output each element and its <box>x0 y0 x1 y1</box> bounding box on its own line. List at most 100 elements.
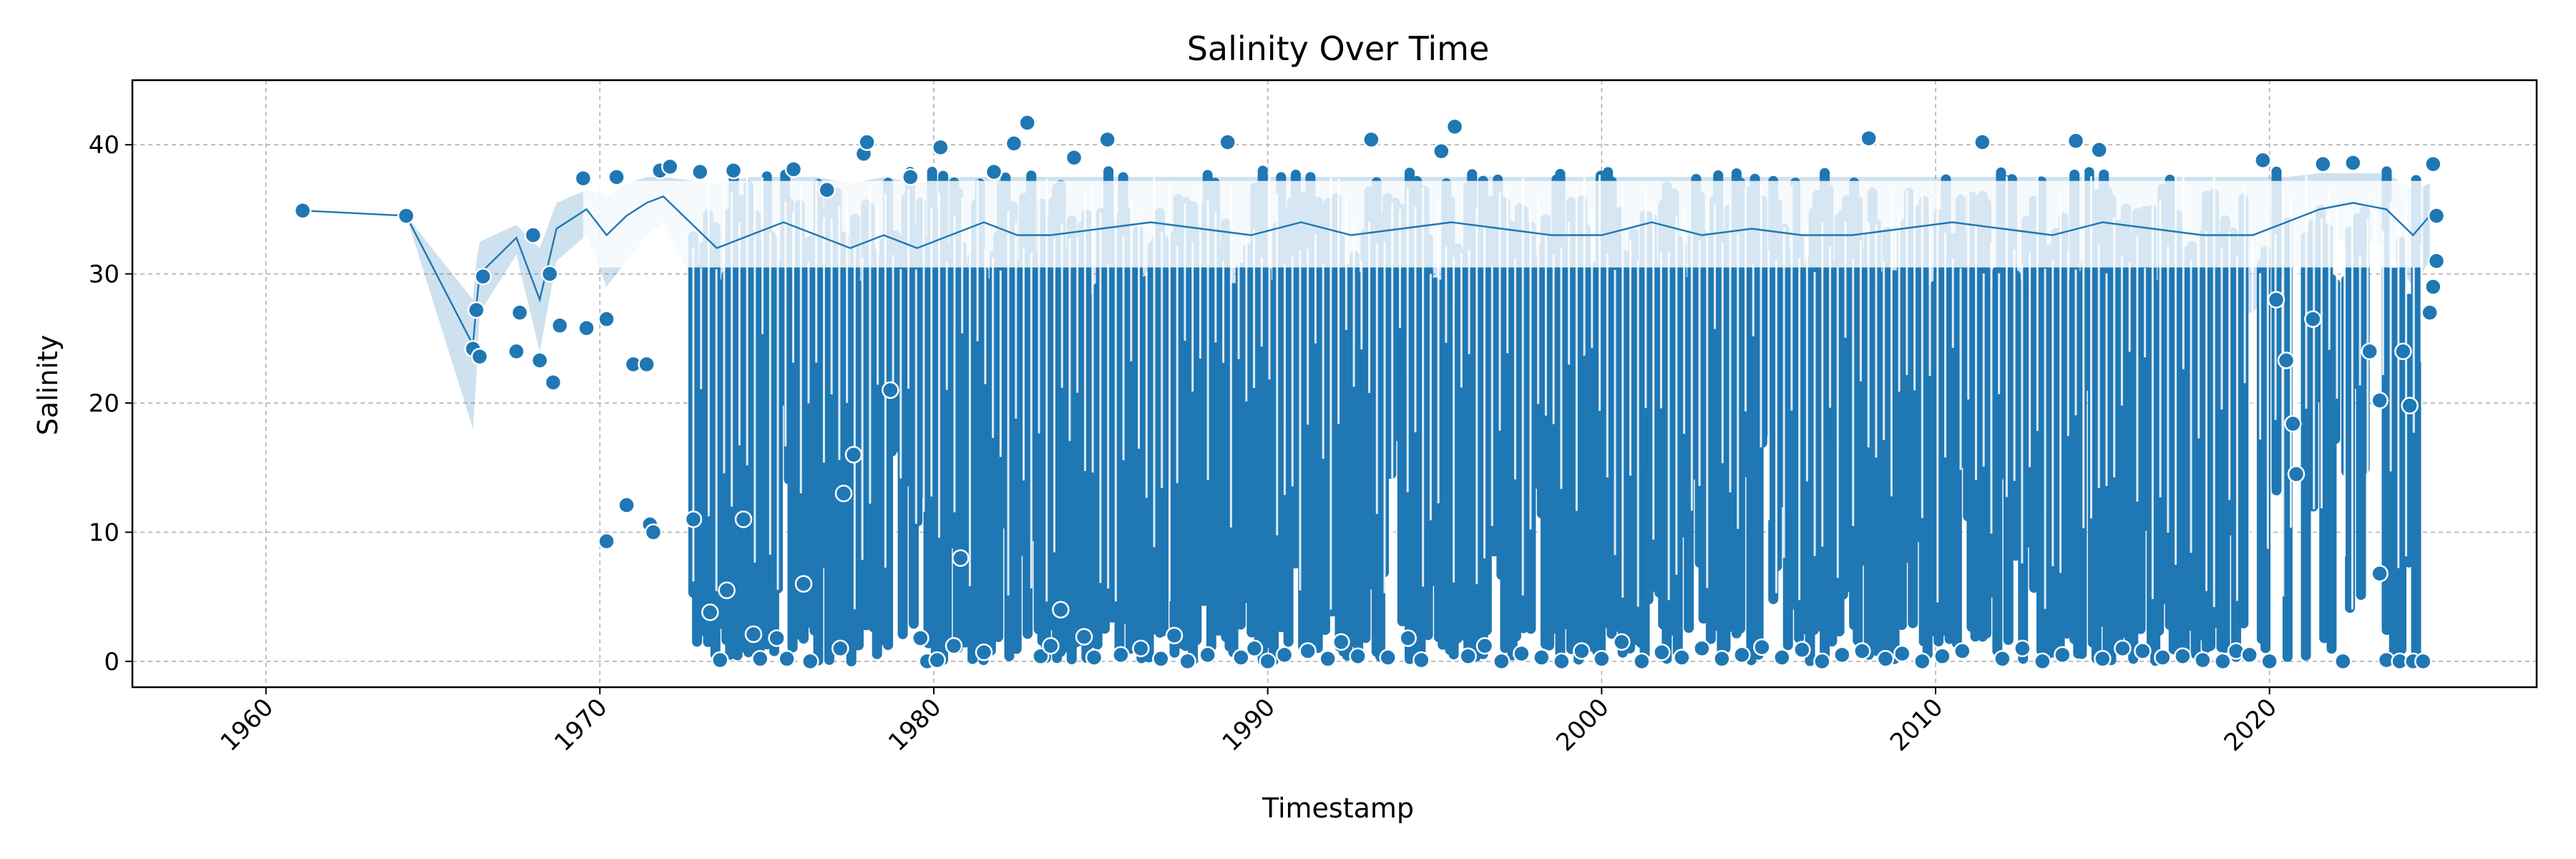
data-point <box>2427 252 2446 270</box>
chart-title: Salinity Over Time <box>1187 29 1490 68</box>
data-point <box>474 267 492 286</box>
data-point <box>1733 646 1751 664</box>
data-point <box>2094 650 2112 668</box>
data-point <box>471 347 489 366</box>
data-point <box>507 342 525 361</box>
data-point <box>2034 652 2051 671</box>
data-point <box>1860 129 1878 147</box>
data-point <box>2090 141 2108 159</box>
plot-frame <box>131 79 2538 689</box>
data-point <box>1673 649 1691 666</box>
data-point <box>2014 639 2031 658</box>
data-point <box>1179 652 1196 671</box>
data-point <box>2254 151 2272 170</box>
x-axis-label: Timestamp <box>1262 792 1414 824</box>
data-point <box>724 162 743 180</box>
data-point <box>1075 628 1093 646</box>
data-point <box>2314 155 2332 173</box>
data-point <box>544 373 562 392</box>
data-point <box>975 644 993 661</box>
data-point <box>2401 397 2419 414</box>
data-point <box>467 301 485 319</box>
data-point <box>902 168 919 186</box>
data-point <box>1399 629 1417 647</box>
data-point <box>2344 154 2362 172</box>
data-point <box>1299 642 1317 660</box>
data-point <box>1112 646 1130 664</box>
data-point <box>2114 639 2132 658</box>
data-point <box>2394 342 2412 361</box>
data-point <box>1813 652 1831 671</box>
data-point <box>2277 351 2296 369</box>
data-point <box>397 207 415 225</box>
data-point <box>597 310 615 329</box>
data-point <box>551 316 569 335</box>
data-point <box>541 265 559 283</box>
data-point <box>834 485 853 503</box>
data-point <box>928 651 946 669</box>
data-point <box>1332 633 1350 651</box>
data-point <box>1613 633 1631 651</box>
data-point <box>1152 650 1170 668</box>
data-point <box>1573 642 1591 660</box>
data-point <box>1349 647 1367 665</box>
data-point <box>1833 646 1851 664</box>
data-point <box>2427 207 2446 225</box>
data-point <box>1633 652 1651 671</box>
data-point <box>1362 130 1380 149</box>
data-point <box>1593 650 1611 668</box>
data-point <box>2304 310 2322 329</box>
data-point <box>2154 649 2172 666</box>
data-point <box>1065 149 1083 167</box>
data-point <box>1459 647 1477 665</box>
data-point <box>1653 644 1671 661</box>
data-point <box>638 355 655 374</box>
data-point <box>1199 646 1216 664</box>
y-tick-label-20: 20 <box>89 389 119 418</box>
data-point <box>2371 392 2389 409</box>
data-point <box>1513 644 1531 663</box>
dense-stems <box>688 165 2421 666</box>
data-point <box>1018 114 1036 132</box>
data-point <box>932 138 950 157</box>
data-point <box>1319 650 1337 668</box>
data-point <box>985 162 1003 181</box>
data-point <box>2260 652 2278 671</box>
data-point <box>577 319 595 337</box>
plot-area <box>131 79 2538 689</box>
mean-line <box>302 195 2431 349</box>
y-tick-label-40: 40 <box>89 131 119 160</box>
data-point <box>858 133 876 151</box>
data-point <box>744 625 763 644</box>
data-point <box>1693 639 1711 658</box>
data-point <box>2194 651 2212 669</box>
data-point <box>1085 649 1103 666</box>
data-point <box>1098 130 1116 149</box>
data-point <box>945 637 963 655</box>
data-point <box>691 162 709 181</box>
data-point <box>531 351 549 369</box>
data-point <box>597 532 615 550</box>
data-point <box>1132 639 1150 658</box>
data-point <box>1493 652 1511 671</box>
data-point <box>1475 637 1494 655</box>
data-point <box>1259 652 1277 671</box>
data-point <box>1165 626 1184 645</box>
data-point <box>794 575 813 593</box>
data-point <box>1893 644 1911 663</box>
data-point <box>768 629 786 647</box>
data-point <box>1994 650 2011 668</box>
data-point <box>701 603 719 621</box>
data-point <box>2424 155 2442 173</box>
data-point <box>2284 414 2302 433</box>
data-point <box>2421 304 2439 322</box>
data-point <box>608 168 625 186</box>
data-point <box>1953 642 1971 660</box>
data-point <box>1052 601 1070 618</box>
data-point <box>574 169 592 188</box>
data-point <box>718 581 736 599</box>
data-point <box>1032 647 1050 665</box>
data-point <box>2054 646 2072 664</box>
data-point <box>778 650 796 668</box>
